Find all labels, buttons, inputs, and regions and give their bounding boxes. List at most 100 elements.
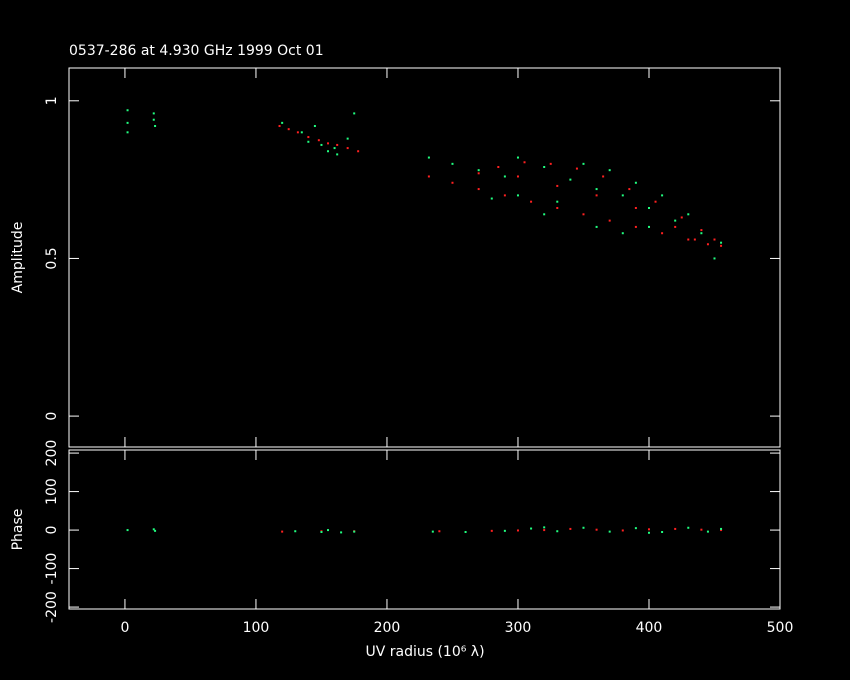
x-tick-label: 0 [120, 620, 129, 636]
plot-frame [68, 67, 781, 448]
y-axis-label: Amplitude [10, 222, 26, 294]
data-point [674, 225, 677, 228]
data-point [327, 142, 330, 145]
plot-frame [68, 449, 781, 610]
data-point [126, 131, 129, 134]
data-point [687, 213, 690, 216]
data-point [569, 178, 572, 181]
data-point [438, 530, 441, 533]
y-tick-label: 100 [44, 478, 60, 505]
x-tick-label: 500 [767, 620, 794, 636]
data-point [152, 118, 155, 121]
data-point [503, 529, 506, 532]
data-point [320, 531, 323, 534]
y-tick-label: 200 [44, 440, 60, 467]
data-point [451, 162, 454, 165]
data-point [516, 529, 519, 532]
data-point [320, 143, 323, 146]
data-point [647, 225, 650, 228]
x-tick-label: 400 [636, 620, 663, 636]
data-point [152, 112, 155, 115]
data-point [543, 526, 546, 529]
data-point [661, 194, 664, 197]
data-point [152, 528, 155, 531]
data-point [595, 188, 598, 191]
data-point [281, 530, 284, 533]
data-point [427, 175, 430, 178]
data-point [307, 140, 310, 143]
data-point [647, 528, 650, 531]
data-point [582, 162, 585, 165]
data-point [634, 527, 637, 530]
data-point [490, 529, 493, 532]
data-point [628, 188, 631, 191]
data-point [608, 219, 611, 222]
data-point [154, 125, 157, 128]
data-point [464, 531, 467, 534]
data-point [346, 147, 349, 150]
data-point [621, 232, 624, 235]
data-point [281, 121, 284, 124]
data-point [357, 150, 360, 153]
y-tick-label: 1 [44, 96, 60, 105]
data-point [654, 200, 657, 203]
data-point [674, 219, 677, 222]
data-point [556, 184, 559, 187]
data-point [621, 529, 624, 532]
data-point [634, 206, 637, 209]
data-point [556, 206, 559, 209]
data-point [296, 131, 299, 134]
chart-title: 0537-286 at 4.930 GHz 1999 Oct 01 [69, 43, 324, 59]
data-point [595, 528, 598, 531]
data-point [556, 530, 559, 533]
data-point [693, 238, 696, 241]
data-point [126, 529, 129, 532]
data-point [477, 188, 480, 191]
data-point [287, 128, 290, 131]
data-point [634, 225, 637, 228]
data-point [602, 175, 605, 178]
data-point [700, 528, 703, 531]
data-point [582, 526, 585, 529]
data-point [720, 244, 723, 247]
data-point [126, 109, 129, 112]
data-point [595, 225, 598, 228]
data-point [126, 121, 129, 124]
y-axis-label: Phase [10, 509, 26, 551]
data-point [477, 172, 480, 175]
data-point [706, 243, 709, 246]
data-point [294, 530, 297, 533]
data-point [582, 213, 585, 216]
data-point [503, 175, 506, 178]
data-point [497, 166, 500, 169]
data-point [300, 131, 303, 134]
data-point [530, 200, 533, 203]
data-point [674, 527, 677, 530]
data-point [427, 156, 430, 159]
data-point [687, 526, 690, 529]
data-point [340, 531, 343, 534]
data-point [661, 531, 664, 534]
data-point [713, 238, 716, 241]
data-point [700, 232, 703, 235]
data-point [336, 153, 339, 156]
data-point [569, 527, 572, 530]
x-tick-label: 100 [243, 620, 270, 636]
data-point [516, 175, 519, 178]
data-point [451, 181, 454, 184]
data-point [336, 143, 339, 146]
data-point [608, 530, 611, 533]
data-point [490, 197, 493, 200]
data-point [317, 139, 320, 142]
data-point [353, 530, 356, 533]
data-point [516, 156, 519, 159]
data-point [647, 531, 650, 534]
data-point [516, 194, 519, 197]
data-point [720, 241, 723, 244]
data-point [313, 125, 316, 128]
data-point [575, 167, 578, 170]
y-tick-label: 0 [44, 412, 60, 421]
x-tick-label: 200 [374, 620, 401, 636]
data-point [556, 200, 559, 203]
